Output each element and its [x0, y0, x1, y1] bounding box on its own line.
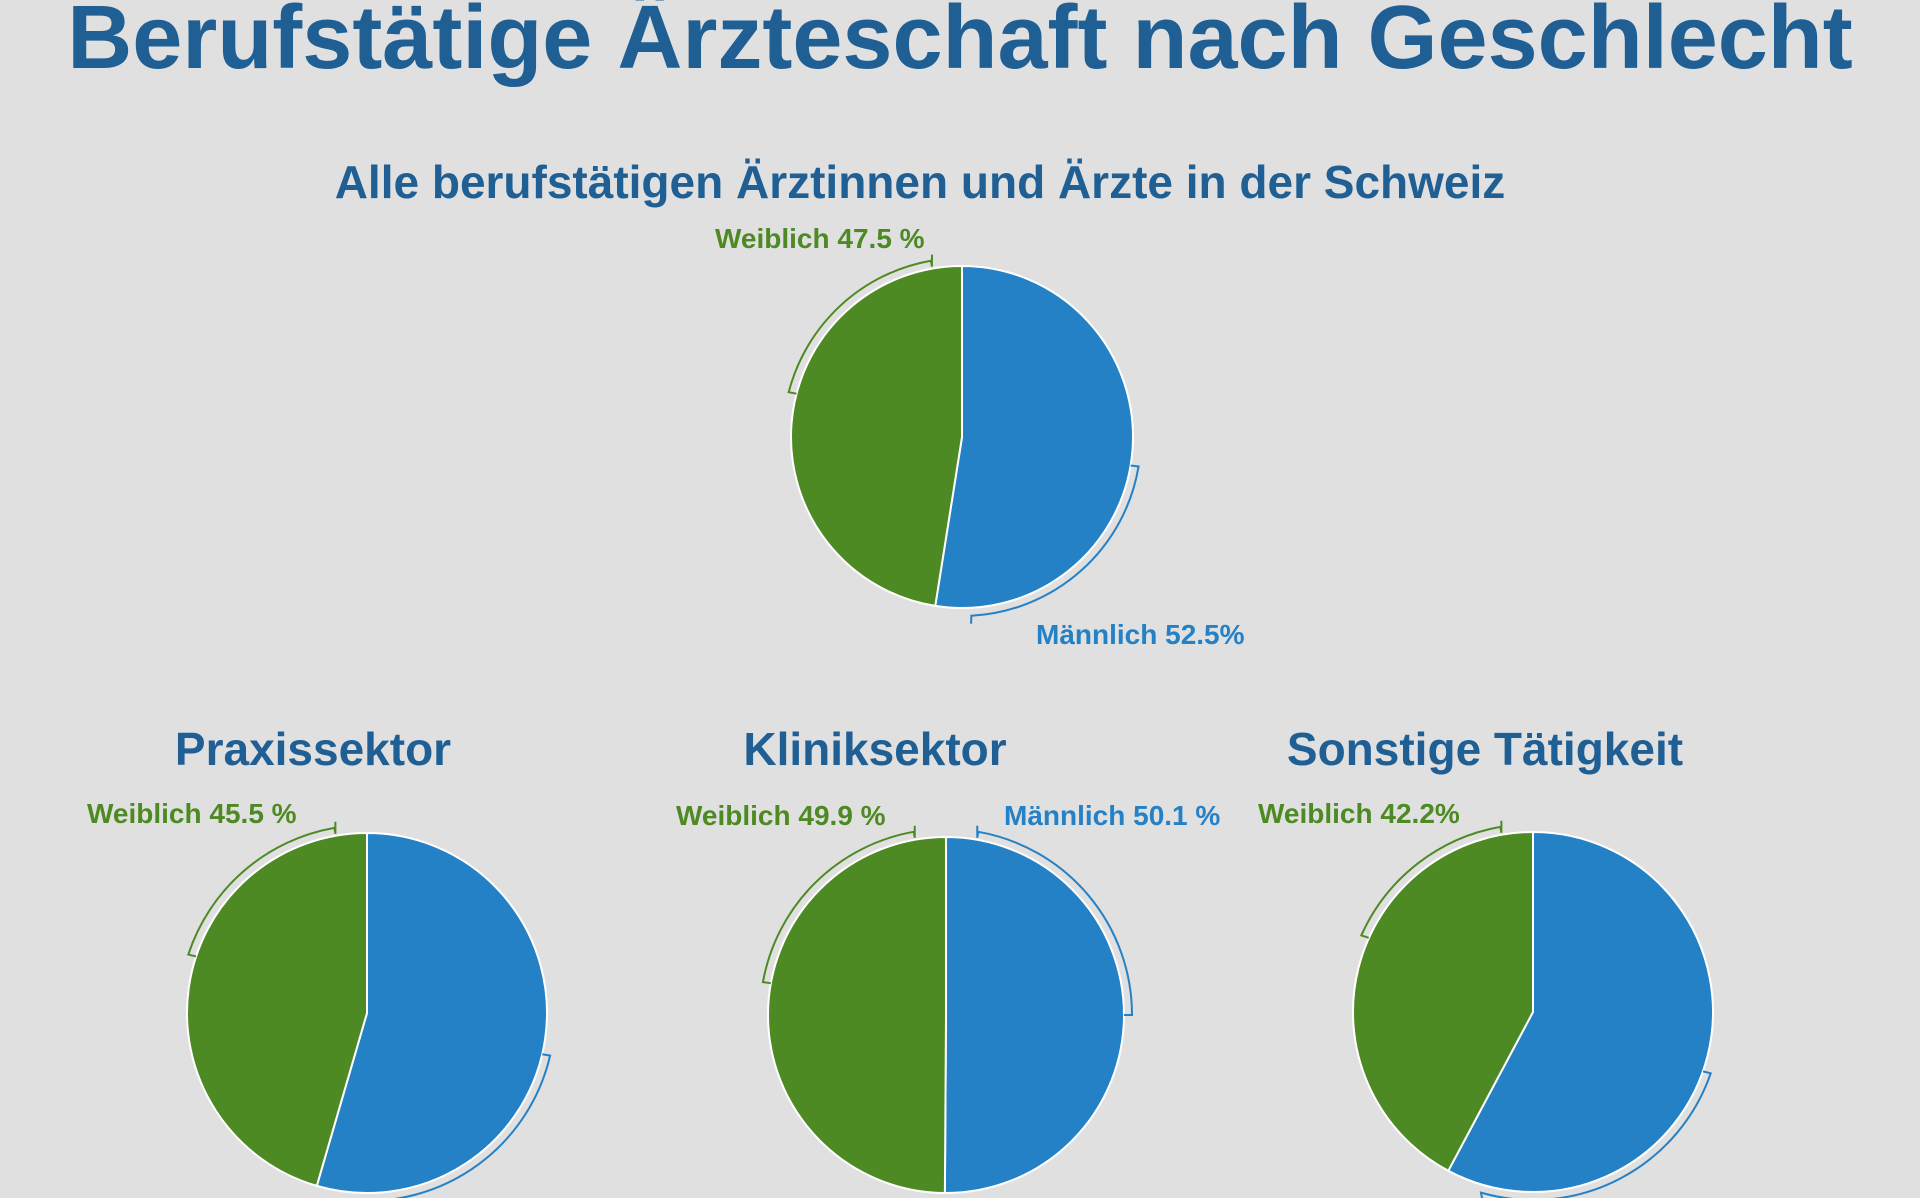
chart-title-kliniksektor: Kliniksektor	[743, 723, 1006, 775]
leader-line-female-overall	[787, 254, 933, 395]
leader-line-female-kliniksektor	[761, 825, 916, 985]
page-title: Berufstätige Ärzteschaft nach Geschlecht	[67, 0, 1853, 88]
chart-title-praxissektor: Praxissektor	[175, 723, 451, 775]
pie-chart-overall: Alle berufstätigen Ärztinnen und Ärzte i…	[335, 156, 1506, 650]
pie-slice-male-praxissektor	[315, 831, 548, 1194]
leader-line-male-praxissektor	[393, 1053, 552, 1198]
slice-label-female-sonstige: Weiblich 42.2%	[1258, 798, 1460, 829]
pie-chart-kliniksektor: Kliniksektor Weiblich 49.9 % Männlich 50…	[676, 723, 1220, 1195]
pie-slice-male-kliniksektor	[943, 835, 1125, 1195]
slice-label-female-praxissektor: Weiblich 45.5 %	[87, 798, 297, 829]
leader-line-male-kliniksektor	[976, 825, 1134, 1016]
pie-slice-male-overall	[934, 264, 1134, 609]
pie-slices-sonstige	[1352, 830, 1714, 1193]
pie-slice-female-sonstige	[1352, 830, 1534, 1173]
leader-line-male-sonstige	[1479, 1070, 1713, 1198]
chart-title-overall: Alle berufstätigen Ärztinnen und Ärzte i…	[335, 156, 1506, 208]
leader-line-female-praxissektor	[187, 821, 337, 958]
leader-line-male-overall	[970, 464, 1140, 624]
pie-slices-overall	[790, 264, 1134, 609]
pie-slice-female-praxissektor	[186, 831, 368, 1188]
slice-label-female-kliniksektor: Weiblich 49.9 %	[676, 800, 886, 831]
leader-line-female-sonstige	[1359, 820, 1503, 939]
pie-slice-female-overall	[790, 264, 963, 608]
pie-slice-male-sonstige	[1446, 830, 1714, 1193]
pie-slices-praxissektor	[186, 831, 548, 1194]
pie-chart-praxissektor: Praxissektor Weiblich 45.5 %	[87, 723, 552, 1198]
pie-slices-kliniksektor	[766, 835, 1125, 1195]
chart-title-sonstige: Sonstige Tätigkeit	[1287, 723, 1683, 775]
pie-slice-female-kliniksektor	[766, 835, 947, 1195]
slice-label-male-kliniksektor: Männlich 50.1 %	[1004, 800, 1220, 831]
slice-label-female-overall: Weiblich 47.5 %	[715, 223, 925, 254]
slice-label-male-overall: Männlich 52.5%	[1036, 619, 1245, 650]
pie-chart-sonstige: Sonstige Tätigkeit Weiblich 42.2%	[1258, 723, 1714, 1198]
